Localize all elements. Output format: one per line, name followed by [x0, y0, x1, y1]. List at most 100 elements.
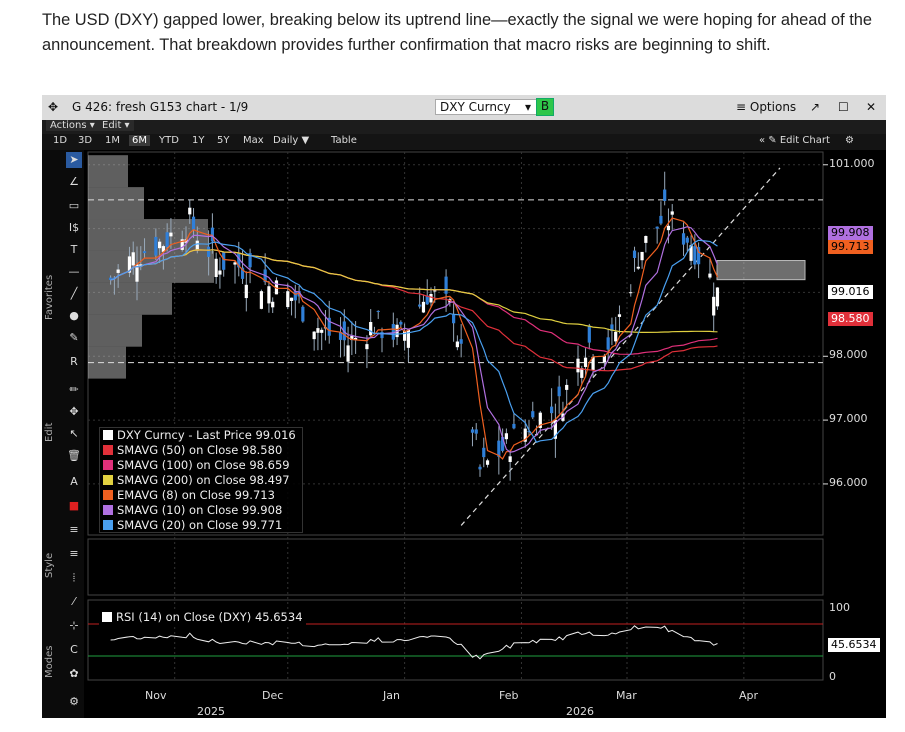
price-label-icon[interactable]: I$	[68, 221, 80, 234]
horizontal-line-icon[interactable]: —	[68, 265, 80, 278]
ytick-96: 96.000	[829, 476, 868, 489]
range-3d[interactable]: 3D	[78, 135, 93, 146]
popout-icon[interactable]: ↗	[810, 100, 821, 114]
candle-body	[508, 456, 512, 462]
legend-swatch	[103, 430, 113, 440]
candle-body	[191, 216, 196, 230]
candle-body	[365, 344, 369, 350]
candle-body	[207, 246, 211, 257]
edit-menu[interactable]: Edit ▾	[98, 120, 134, 131]
volume-panel	[87, 538, 824, 596]
rsi-legend: RSI (14) on Close (DXY) 45.6534	[99, 609, 306, 625]
candle-body	[712, 296, 716, 316]
candle-body	[271, 301, 275, 308]
candle-body	[286, 291, 290, 308]
candle-body	[523, 428, 527, 442]
gap-box	[716, 260, 806, 281]
legend-swatch	[103, 520, 113, 530]
candle-body	[214, 258, 218, 278]
crosshair-icon[interactable]: ✥	[69, 405, 79, 418]
chart-settings-icon[interactable]: ⚙	[845, 135, 854, 146]
candle-body	[429, 293, 433, 303]
options-menu[interactable]: ≡ Options	[736, 100, 797, 114]
candle-body	[587, 325, 591, 343]
rsi-swatch	[102, 612, 112, 622]
range-max[interactable]: Max	[243, 135, 264, 146]
candle-body	[259, 291, 263, 309]
month-jan: Jan	[383, 689, 400, 702]
snap-icon[interactable]: ⊹	[69, 619, 79, 632]
candle-body	[210, 227, 214, 242]
frequency-dropdown[interactable]: Daily ▼	[273, 135, 310, 146]
candle-body	[629, 292, 633, 294]
ruler-icon[interactable]: R	[70, 355, 78, 368]
commentary-paragraph: The USD (DXY) gapped lower, breaking bel…	[42, 11, 873, 54]
cursor-icon[interactable]: ➤	[66, 152, 82, 168]
candle-body	[142, 251, 147, 254]
settings-gear-icon[interactable]: ⚙	[69, 695, 79, 708]
range-1d[interactable]: 1D	[53, 135, 68, 146]
line-tool-icon[interactable]: ∠	[69, 175, 79, 188]
candle-body	[320, 329, 324, 333]
legend-swatch	[103, 445, 113, 455]
dash-style-icon[interactable]: ⦙	[72, 571, 76, 584]
close-icon[interactable]: ✕	[866, 100, 877, 114]
candle-body	[504, 433, 508, 440]
candle-body	[135, 264, 139, 282]
table-button[interactable]: Table	[331, 135, 357, 146]
rectangle-tool-icon[interactable]: ▭	[68, 199, 80, 212]
circle-tool-icon[interactable]: ●	[69, 309, 79, 322]
legend-row: SMAVG (200) on Close 98.497	[103, 473, 290, 488]
actions-menu[interactable]: Actions ▾	[46, 120, 99, 131]
line-width-icon[interactable]: ≡	[69, 547, 79, 560]
font-icon[interactable]: A	[70, 475, 78, 488]
legend-swatch	[103, 505, 113, 515]
candle-body	[644, 236, 648, 243]
brush-icon[interactable]: ✎	[69, 331, 79, 344]
text-tool-icon[interactable]: T	[70, 243, 78, 256]
trend-line-icon[interactable]: ╱	[70, 287, 78, 300]
maximize-icon[interactable]: ☐	[838, 100, 849, 114]
range-1m[interactable]: 1M	[105, 135, 120, 146]
uptrend-line	[460, 167, 781, 526]
badge-b[interactable]: B	[536, 98, 554, 116]
move-icon[interactable]: ✥	[48, 100, 59, 114]
candle-body	[109, 277, 113, 280]
candle-body	[158, 241, 162, 249]
pointer-icon[interactable]: ↖	[69, 427, 79, 440]
security-field[interactable]: DXY Curncy	[435, 99, 553, 115]
candle-body	[617, 314, 622, 317]
candle-body	[640, 251, 644, 261]
candle-body	[708, 273, 712, 278]
range-ytd[interactable]: YTD	[159, 135, 179, 146]
security-dropdown-icon[interactable]: ▾	[525, 100, 532, 114]
eraser-icon[interactable]: ⁄	[73, 595, 75, 608]
trash-icon[interactable]: 🗑	[67, 449, 81, 462]
range-1y[interactable]: 1Y	[192, 135, 205, 146]
candle-body	[244, 284, 248, 299]
line-style-icon[interactable]: ≡	[69, 523, 79, 536]
range-5y[interactable]: 5Y	[217, 135, 230, 146]
candle-body	[425, 295, 429, 305]
candle-body	[474, 429, 478, 434]
range-6m[interactable]: 6M	[129, 135, 150, 146]
candle-body	[391, 324, 395, 340]
bloomberg-chart-window: ✥ G 426: fresh G153 chart - 1/9 DXY Curn…	[42, 95, 886, 718]
pencil-icon[interactable]: ✏	[69, 383, 79, 396]
candle-body	[681, 233, 686, 245]
candle-body	[233, 262, 237, 265]
rsi-tick-100: 100	[829, 601, 850, 614]
edit-chart-button[interactable]: « ✎ Edit Chart	[759, 135, 830, 146]
candle-body	[580, 368, 584, 378]
color-swatch-icon[interactable]: ■	[68, 499, 80, 512]
legend-row: DXY Curncy - Last Price 99.016	[103, 428, 296, 443]
candle-body	[218, 270, 222, 275]
volume-profile-bar	[88, 219, 208, 251]
legend-row: SMAVG (10) on Close 99.908	[103, 503, 282, 518]
sma200-line	[110, 249, 718, 333]
volume-profile-bar	[88, 187, 144, 220]
palette-icon[interactable]: ✿	[69, 667, 79, 680]
candle-body	[116, 269, 120, 273]
cycle-mode-icon[interactable]: C	[70, 643, 78, 656]
tag-sma50: 98.580	[828, 312, 873, 326]
